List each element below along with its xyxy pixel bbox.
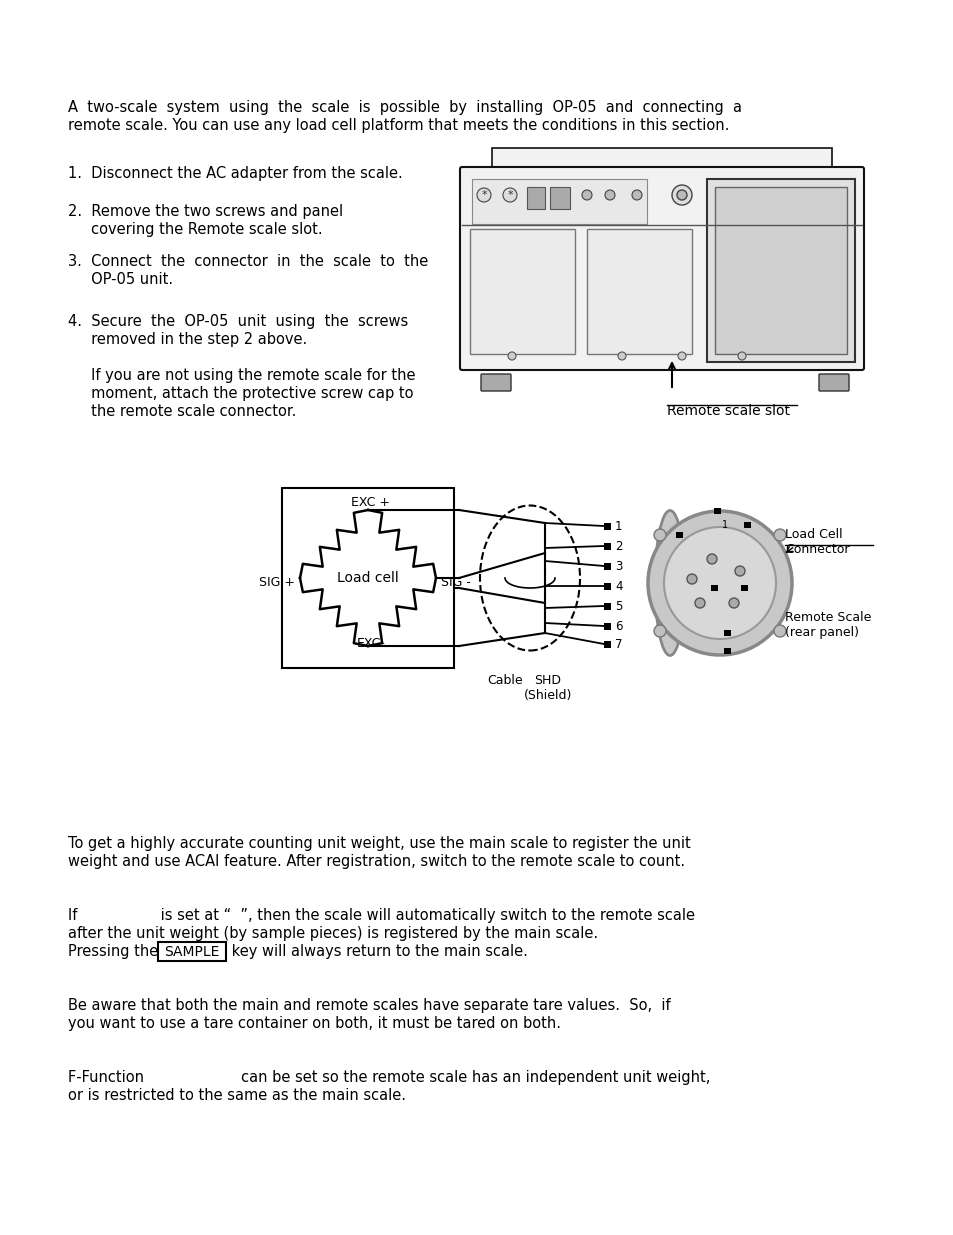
Text: or is restricted to the same as the main scale.: or is restricted to the same as the main… xyxy=(68,1088,406,1103)
Circle shape xyxy=(678,352,685,359)
Text: SHD
(Shield): SHD (Shield) xyxy=(523,674,572,701)
Bar xyxy=(743,522,750,529)
Bar xyxy=(603,522,610,530)
Text: F-Function                     can be set so the remote scale has an independent: F-Function can be set so the remote scal… xyxy=(68,1070,710,1086)
Text: 1.  Disconnect the AC adapter from the scale.: 1. Disconnect the AC adapter from the sc… xyxy=(68,165,402,182)
Text: EXC-: EXC- xyxy=(356,637,385,650)
Text: 7: 7 xyxy=(615,637,622,651)
Bar xyxy=(723,648,730,655)
Bar xyxy=(492,148,831,168)
Circle shape xyxy=(728,598,739,608)
Bar xyxy=(526,186,544,209)
Circle shape xyxy=(686,574,697,584)
Circle shape xyxy=(507,352,516,359)
Text: OP-05 unit.: OP-05 unit. xyxy=(68,272,172,287)
Text: moment, attach the protective screw cap to: moment, attach the protective screw cap … xyxy=(68,387,413,401)
Bar xyxy=(676,532,682,538)
Text: SAMPLE: SAMPLE xyxy=(164,945,219,960)
Text: 2: 2 xyxy=(615,540,622,552)
Text: covering the Remote scale slot.: covering the Remote scale slot. xyxy=(68,222,322,237)
Circle shape xyxy=(604,190,615,200)
Text: Cable: Cable xyxy=(487,674,522,687)
Text: *: * xyxy=(507,190,513,200)
Text: To get a highly accurate counting unit weight, use the main scale to register th: To get a highly accurate counting unit w… xyxy=(68,836,690,851)
Text: Load cell: Load cell xyxy=(336,571,398,585)
Text: the remote scale connector.: the remote scale connector. xyxy=(68,404,296,419)
Text: SIG -: SIG - xyxy=(440,576,471,589)
Bar xyxy=(603,583,610,590)
Bar xyxy=(603,641,610,648)
Circle shape xyxy=(654,529,665,541)
Circle shape xyxy=(631,190,641,200)
Bar xyxy=(603,543,610,550)
Circle shape xyxy=(695,598,704,608)
Bar xyxy=(282,488,454,668)
Text: 2.  Remove the two screws and panel: 2. Remove the two screws and panel xyxy=(68,204,343,219)
Circle shape xyxy=(581,190,592,200)
Circle shape xyxy=(677,190,686,200)
Circle shape xyxy=(773,529,785,541)
Text: weight and use ACAI feature. After registration, switch to the remote scale to c: weight and use ACAI feature. After regis… xyxy=(68,853,684,869)
Text: 4: 4 xyxy=(615,579,622,593)
Text: 3.  Connect  the  connector  in  the  scale  to  the: 3. Connect the connector in the scale to… xyxy=(68,254,428,269)
Text: EXC +: EXC + xyxy=(351,496,390,509)
Circle shape xyxy=(671,185,691,205)
Circle shape xyxy=(476,188,491,203)
Bar xyxy=(603,622,610,630)
Bar xyxy=(586,228,691,354)
FancyBboxPatch shape xyxy=(158,942,226,961)
Text: Remote Scale
(rear panel): Remote Scale (rear panel) xyxy=(784,611,870,638)
Text: remote scale. You can use any load cell platform that meets the conditions in th: remote scale. You can use any load cell … xyxy=(68,119,729,133)
Text: 4.  Secure  the  OP-05  unit  using  the  screws: 4. Secure the OP-05 unit using the screw… xyxy=(68,314,408,329)
Text: 5: 5 xyxy=(615,599,621,613)
Circle shape xyxy=(663,527,775,638)
Bar xyxy=(723,630,730,636)
Text: If you are not using the remote scale for the: If you are not using the remote scale fo… xyxy=(68,368,416,383)
Text: you want to use a tare container on both, it must be tared on both.: you want to use a tare container on both… xyxy=(68,1016,560,1031)
Circle shape xyxy=(734,566,744,576)
Text: 1: 1 xyxy=(615,520,622,532)
Text: after the unit weight (by sample pieces) is registered by the main scale.: after the unit weight (by sample pieces)… xyxy=(68,926,598,941)
Bar xyxy=(714,186,846,354)
Bar xyxy=(603,603,610,610)
Text: 6: 6 xyxy=(615,620,622,632)
Circle shape xyxy=(773,625,785,637)
Circle shape xyxy=(738,352,745,359)
Bar xyxy=(603,563,610,571)
Circle shape xyxy=(647,511,791,655)
Text: Be aware that both the main and remote scales have separate tare values.  So,  i: Be aware that both the main and remote s… xyxy=(68,998,670,1013)
Bar xyxy=(740,585,747,592)
Text: 3: 3 xyxy=(615,559,621,573)
Text: Remote scale slot: Remote scale slot xyxy=(666,404,789,417)
Text: A  two-scale  system  using  the  scale  is  possible  by  installing  OP-05  an: A two-scale system using the scale is po… xyxy=(68,100,741,115)
Text: *: * xyxy=(480,190,486,200)
Text: Load Cell
Connector: Load Cell Connector xyxy=(784,529,848,556)
Text: removed in the step 2 above.: removed in the step 2 above. xyxy=(68,332,307,347)
Text: Pressing the: Pressing the xyxy=(68,944,163,960)
Bar xyxy=(706,179,854,362)
Text: 1: 1 xyxy=(721,520,727,530)
Text: key will always return to the main scale.: key will always return to the main scale… xyxy=(227,944,527,960)
Bar xyxy=(472,179,646,224)
FancyBboxPatch shape xyxy=(818,374,848,391)
FancyBboxPatch shape xyxy=(480,374,511,391)
Text: SIG +: SIG + xyxy=(258,576,294,589)
Circle shape xyxy=(706,555,717,564)
Text: If                  is set at “  ”, then the scale will automatically switch to : If is set at “ ”, then the scale will au… xyxy=(68,908,695,923)
Bar xyxy=(470,228,575,354)
Bar xyxy=(710,585,718,592)
Circle shape xyxy=(618,352,625,359)
Circle shape xyxy=(654,625,665,637)
Bar xyxy=(550,186,569,209)
Circle shape xyxy=(502,188,517,203)
Bar xyxy=(713,508,720,514)
FancyBboxPatch shape xyxy=(459,167,863,370)
Ellipse shape xyxy=(655,510,684,656)
